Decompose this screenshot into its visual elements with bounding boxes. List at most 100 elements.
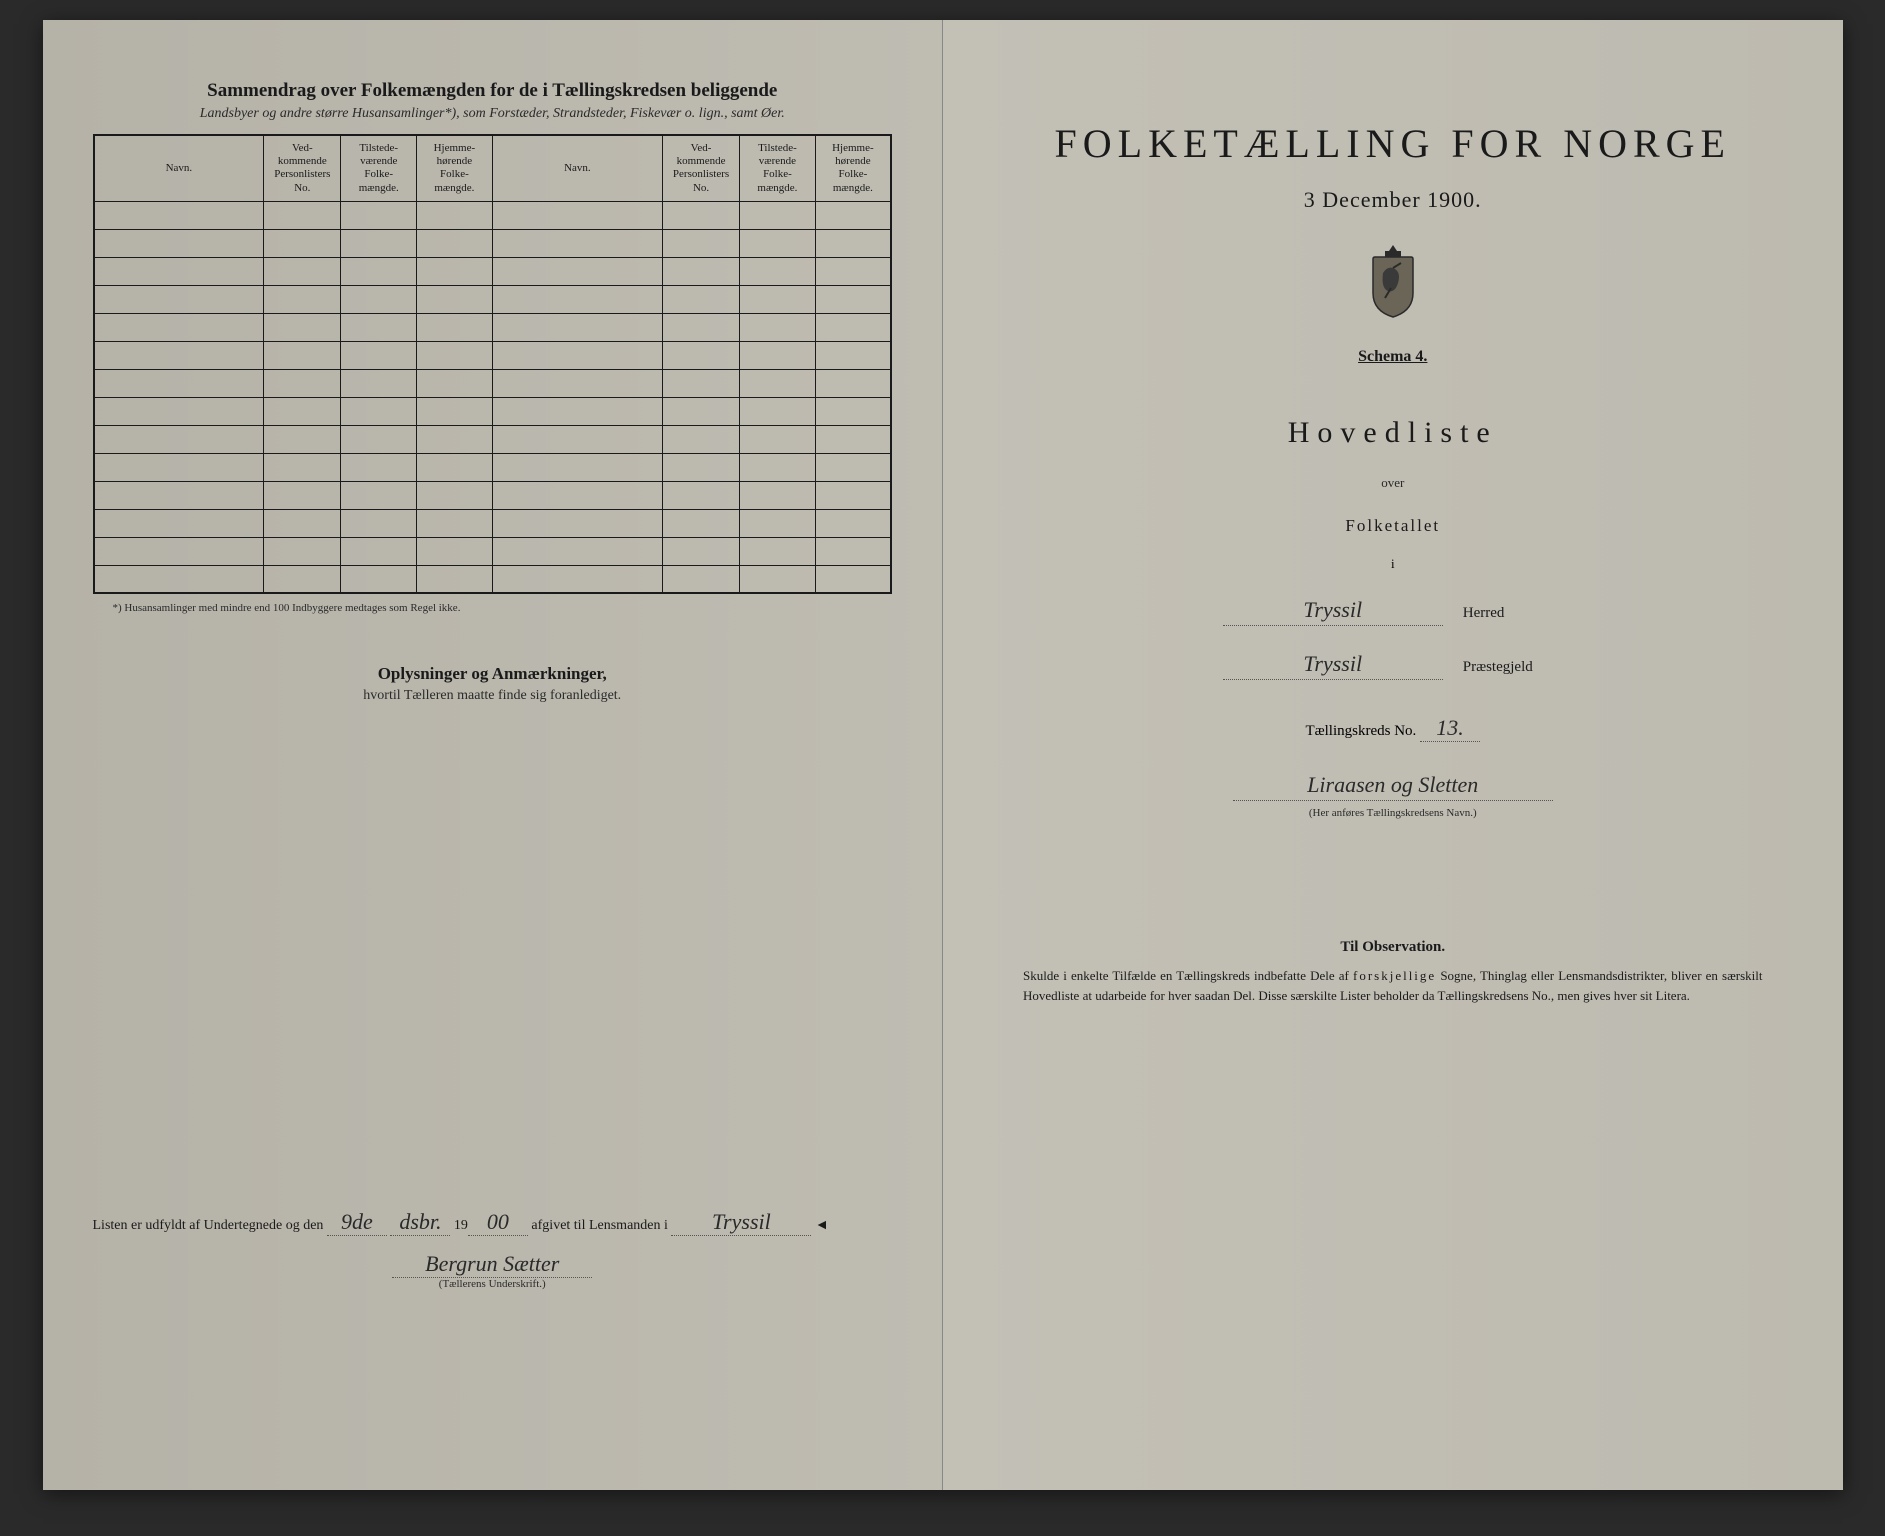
table-cell	[417, 509, 493, 537]
sig-year: 00	[468, 1209, 528, 1236]
table-cell	[264, 397, 341, 425]
table-cell	[417, 565, 493, 593]
sig-name: Bergrun Sætter	[392, 1251, 592, 1278]
table-cell	[663, 201, 740, 229]
obs-title: Til Observation.	[993, 939, 1793, 956]
table-cell	[663, 313, 740, 341]
table-cell	[492, 201, 662, 229]
table-cell	[492, 509, 662, 537]
th-hjemme-1: Hjemme- hørende Folke- mængde.	[417, 135, 493, 201]
table-cell	[740, 369, 816, 397]
kreds-hint: (Her anføres Tællingskredsens Navn.)	[993, 807, 1793, 819]
table-cell	[492, 537, 662, 565]
table-cell	[341, 229, 417, 257]
main-title: FOLKETÆLLING FOR NORGE	[993, 120, 1793, 167]
th-lister-2: Ved- kommende Personlisters No.	[663, 135, 740, 201]
table-cell	[94, 341, 264, 369]
table-cell	[264, 285, 341, 313]
table-row	[94, 397, 892, 425]
table-cell	[94, 509, 264, 537]
table-cell	[94, 285, 264, 313]
table-cell	[94, 453, 264, 481]
table-cell	[740, 229, 816, 257]
summary-body	[94, 201, 892, 593]
table-row	[94, 565, 892, 593]
table-cell	[663, 425, 740, 453]
table-cell	[417, 481, 493, 509]
table-row	[94, 537, 892, 565]
table-cell	[740, 425, 816, 453]
table-cell	[740, 285, 816, 313]
table-cell	[417, 369, 493, 397]
table-cell	[341, 425, 417, 453]
table-cell	[417, 285, 493, 313]
table-cell	[663, 229, 740, 257]
oplysninger-title: Oplysninger og Anmærkninger,	[93, 664, 893, 684]
table-cell	[740, 341, 816, 369]
table-cell	[417, 425, 493, 453]
hovedliste-title: Hovedliste	[993, 416, 1793, 450]
table-cell	[740, 565, 816, 593]
oplysninger-sub: hvortil Tælleren maatte finde sig foranl…	[93, 688, 893, 704]
table-cell	[264, 229, 341, 257]
arrow-icon: ◄	[815, 1218, 829, 1233]
herred-line: Tryssil Herred	[993, 597, 1793, 626]
table-cell	[492, 285, 662, 313]
sig-year-prefix: 19	[454, 1218, 468, 1233]
table-cell	[815, 565, 891, 593]
table-row	[94, 509, 892, 537]
table-cell	[341, 369, 417, 397]
sig-month: dsbr.	[390, 1209, 450, 1236]
table-cell	[663, 453, 740, 481]
census-date: 3 December 1900.	[993, 187, 1793, 213]
table-cell	[815, 453, 891, 481]
table-cell	[663, 257, 740, 285]
table-cell	[740, 257, 816, 285]
table-cell	[815, 313, 891, 341]
kreds-name-line: Liraasen og Sletten	[993, 772, 1793, 801]
table-cell	[94, 565, 264, 593]
obs-text-content: Skulde i enkelte Tilfælde en Tællingskre…	[1023, 968, 1763, 1003]
table-cell	[740, 313, 816, 341]
table-cell	[341, 565, 417, 593]
table-cell	[740, 481, 816, 509]
table-cell	[341, 285, 417, 313]
table-cell	[417, 453, 493, 481]
table-cell	[341, 201, 417, 229]
table-cell	[663, 397, 740, 425]
table-cell	[663, 537, 740, 565]
table-cell	[341, 537, 417, 565]
table-cell	[264, 425, 341, 453]
table-cell	[417, 257, 493, 285]
table-row	[94, 201, 892, 229]
footnote: *) Husansamlinger med mindre end 100 Ind…	[93, 602, 893, 614]
obs-text: Skulde i enkelte Tilfælde en Tællingskre…	[993, 966, 1793, 1005]
table-cell	[264, 565, 341, 593]
table-cell	[492, 453, 662, 481]
table-cell	[663, 369, 740, 397]
sig-prefix: Listen er udfyldt af Undertegnede og den	[93, 1218, 324, 1233]
table-cell	[492, 397, 662, 425]
table-cell	[264, 257, 341, 285]
praestegjeld-value: Tryssil	[1223, 651, 1443, 680]
table-row	[94, 257, 892, 285]
table-cell	[815, 481, 891, 509]
document-spread: Sammendrag over Folkemængden for de i Tæ…	[43, 20, 1843, 1490]
left-page: Sammendrag over Folkemængden for de i Tæ…	[43, 20, 944, 1490]
summary-table: Navn. Ved- kommende Personlisters No. Ti…	[93, 134, 893, 594]
table-cell	[492, 257, 662, 285]
table-cell	[94, 537, 264, 565]
table-cell	[264, 453, 341, 481]
table-cell	[94, 481, 264, 509]
table-cell	[341, 453, 417, 481]
sig-day: 9de	[327, 1209, 387, 1236]
kreds-no-line: Tællingskreds No. 13.	[993, 715, 1793, 742]
table-cell	[492, 565, 662, 593]
oplysninger-section: Oplysninger og Anmærkninger, hvortil Tæl…	[93, 664, 893, 704]
table-cell	[663, 341, 740, 369]
table-cell	[94, 257, 264, 285]
signer-block: Bergrun Sætter (Tællerens Underskrift.)	[93, 1251, 893, 1290]
right-page: FOLKETÆLLING FOR NORGE 3 December 1900. …	[943, 20, 1843, 1490]
signature-block: Listen er udfyldt af Undertegnede og den…	[93, 1209, 893, 1290]
table-cell	[815, 369, 891, 397]
